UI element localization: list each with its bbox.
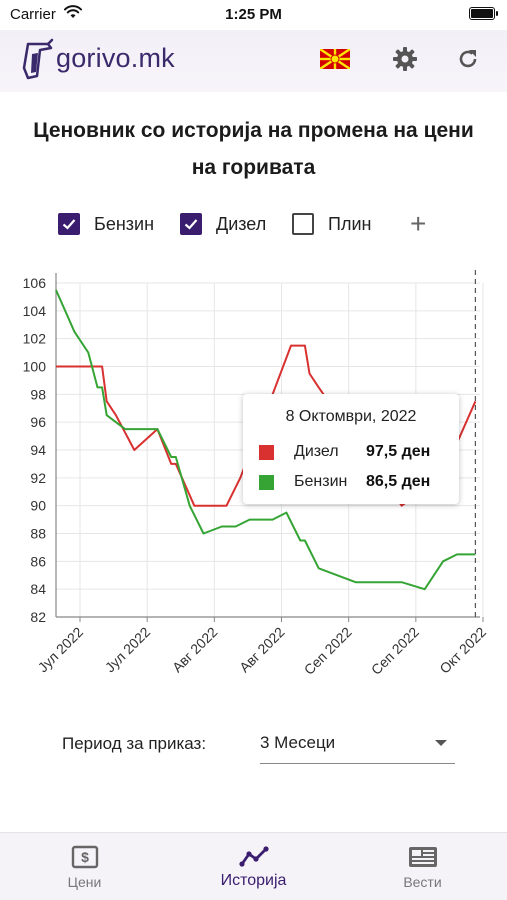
app-bar: gorivo.mk bbox=[0, 30, 507, 92]
x-tick-label: Сеп 2022 bbox=[368, 624, 422, 678]
period-selector: Период за приказ: 3 Месеци bbox=[62, 726, 462, 766]
y-tick-label: 106 bbox=[23, 275, 47, 291]
y-tick-label: 100 bbox=[23, 359, 47, 375]
check-icon bbox=[62, 219, 76, 230]
y-tick-label: 92 bbox=[30, 470, 46, 486]
y-tick-label: 94 bbox=[30, 442, 46, 458]
y-tick-label: 86 bbox=[30, 553, 46, 569]
x-tick-label: Јул 2022 bbox=[102, 624, 154, 676]
benzin-checkbox[interactable] bbox=[58, 213, 80, 235]
plin-checkbox[interactable] bbox=[292, 213, 314, 235]
toggle-dizel[interactable]: Дизел bbox=[180, 208, 266, 240]
y-tick-label: 104 bbox=[23, 303, 47, 319]
nav-item-ceni[interactable]: $ Цени bbox=[0, 833, 169, 900]
tooltip-row-benzin: Бензин 86,5 ден bbox=[259, 472, 430, 492]
period-label: Период за приказ: bbox=[62, 734, 207, 753]
y-tick-label: 88 bbox=[30, 526, 46, 542]
nav-item-vesti[interactable]: Вести bbox=[338, 833, 507, 900]
tooltip-dizel-name: Дизел bbox=[294, 443, 339, 460]
y-tick-label: 84 bbox=[30, 581, 46, 597]
carrier-label: Carrier bbox=[10, 6, 56, 23]
status-bar: Carrier 1:25 PM bbox=[0, 0, 507, 30]
dizel-swatch bbox=[259, 444, 274, 460]
dropdown-arrow-icon bbox=[435, 740, 447, 746]
chart-tooltip: 8 Октомври, 2022 Дизел 97,5 ден Бензин 8… bbox=[243, 394, 459, 504]
tooltip-benzin-value: 86,5 ден bbox=[366, 473, 431, 490]
news-icon bbox=[409, 847, 437, 867]
series-toggles: Бензин Дизел Плин + bbox=[0, 208, 507, 240]
nav-label-istorija: Историја bbox=[220, 872, 287, 889]
benzin-swatch bbox=[259, 474, 274, 490]
nav-label-vesti: Вести bbox=[403, 874, 442, 890]
page-title: Ценовник со историја на промена на цени … bbox=[33, 119, 474, 179]
bottom-navigation: $ Цени Историја Вести bbox=[0, 832, 507, 900]
check-icon bbox=[184, 219, 198, 230]
y-tick-label: 82 bbox=[30, 609, 46, 625]
y-tick-label: 98 bbox=[30, 386, 46, 402]
tooltip-row-dizel: Дизел 97,5 ден bbox=[259, 442, 430, 462]
benzin-label: Бензин bbox=[94, 213, 155, 234]
tooltip-dizel-value: 97,5 ден bbox=[366, 443, 431, 460]
nav-item-istorija[interactable]: Историја bbox=[169, 833, 338, 900]
x-tick-label: Јул 2022 bbox=[35, 624, 87, 676]
dizel-label: Дизел bbox=[216, 213, 267, 234]
plin-label: Плин bbox=[328, 213, 372, 234]
dizel-checkbox[interactable] bbox=[180, 213, 202, 235]
status-time: 1:25 PM bbox=[225, 6, 282, 23]
x-tick-label: Сеп 2022 bbox=[301, 624, 355, 678]
tooltip-date: 8 Октомври, 2022 bbox=[285, 408, 417, 425]
price-tag-icon: $ bbox=[71, 845, 99, 869]
wifi-icon bbox=[64, 5, 82, 18]
macedonian-flag-icon[interactable] bbox=[320, 49, 350, 69]
toggle-benzin[interactable]: Бензин bbox=[58, 208, 154, 240]
add-icon[interactable]: + bbox=[410, 208, 427, 239]
svg-text:$: $ bbox=[81, 849, 89, 865]
tooltip-benzin-name: Бензин bbox=[294, 473, 348, 490]
x-tick-label: Окт 2022 bbox=[436, 624, 489, 677]
price-history-chart[interactable]: 82 84 86 88 90 92 94 96 98 100 102 104 106 Јул 2022 Ју… bbox=[0, 258, 507, 698]
series-line-benzin bbox=[55, 289, 476, 591]
refresh-icon[interactable] bbox=[456, 47, 480, 71]
nav-label-ceni: Цени bbox=[67, 874, 102, 890]
y-tick-label: 102 bbox=[23, 331, 47, 347]
period-value: 3 Месеци bbox=[260, 733, 336, 752]
fuel-pump-logo-icon bbox=[22, 38, 54, 80]
x-tick-label: Авг 2022 bbox=[169, 624, 221, 676]
y-tick-label: 90 bbox=[30, 498, 46, 514]
trend-line-icon bbox=[239, 846, 269, 867]
battery-icon bbox=[469, 7, 498, 20]
y-tick-label: 96 bbox=[30, 414, 46, 430]
toggle-plin[interactable]: Плин bbox=[292, 208, 371, 240]
period-dropdown[interactable]: 3 Месеци bbox=[260, 726, 455, 764]
logo-text: gorivo.mk bbox=[56, 43, 175, 73]
x-tick-label: Авг 2022 bbox=[236, 624, 288, 676]
gear-icon[interactable] bbox=[392, 46, 418, 72]
